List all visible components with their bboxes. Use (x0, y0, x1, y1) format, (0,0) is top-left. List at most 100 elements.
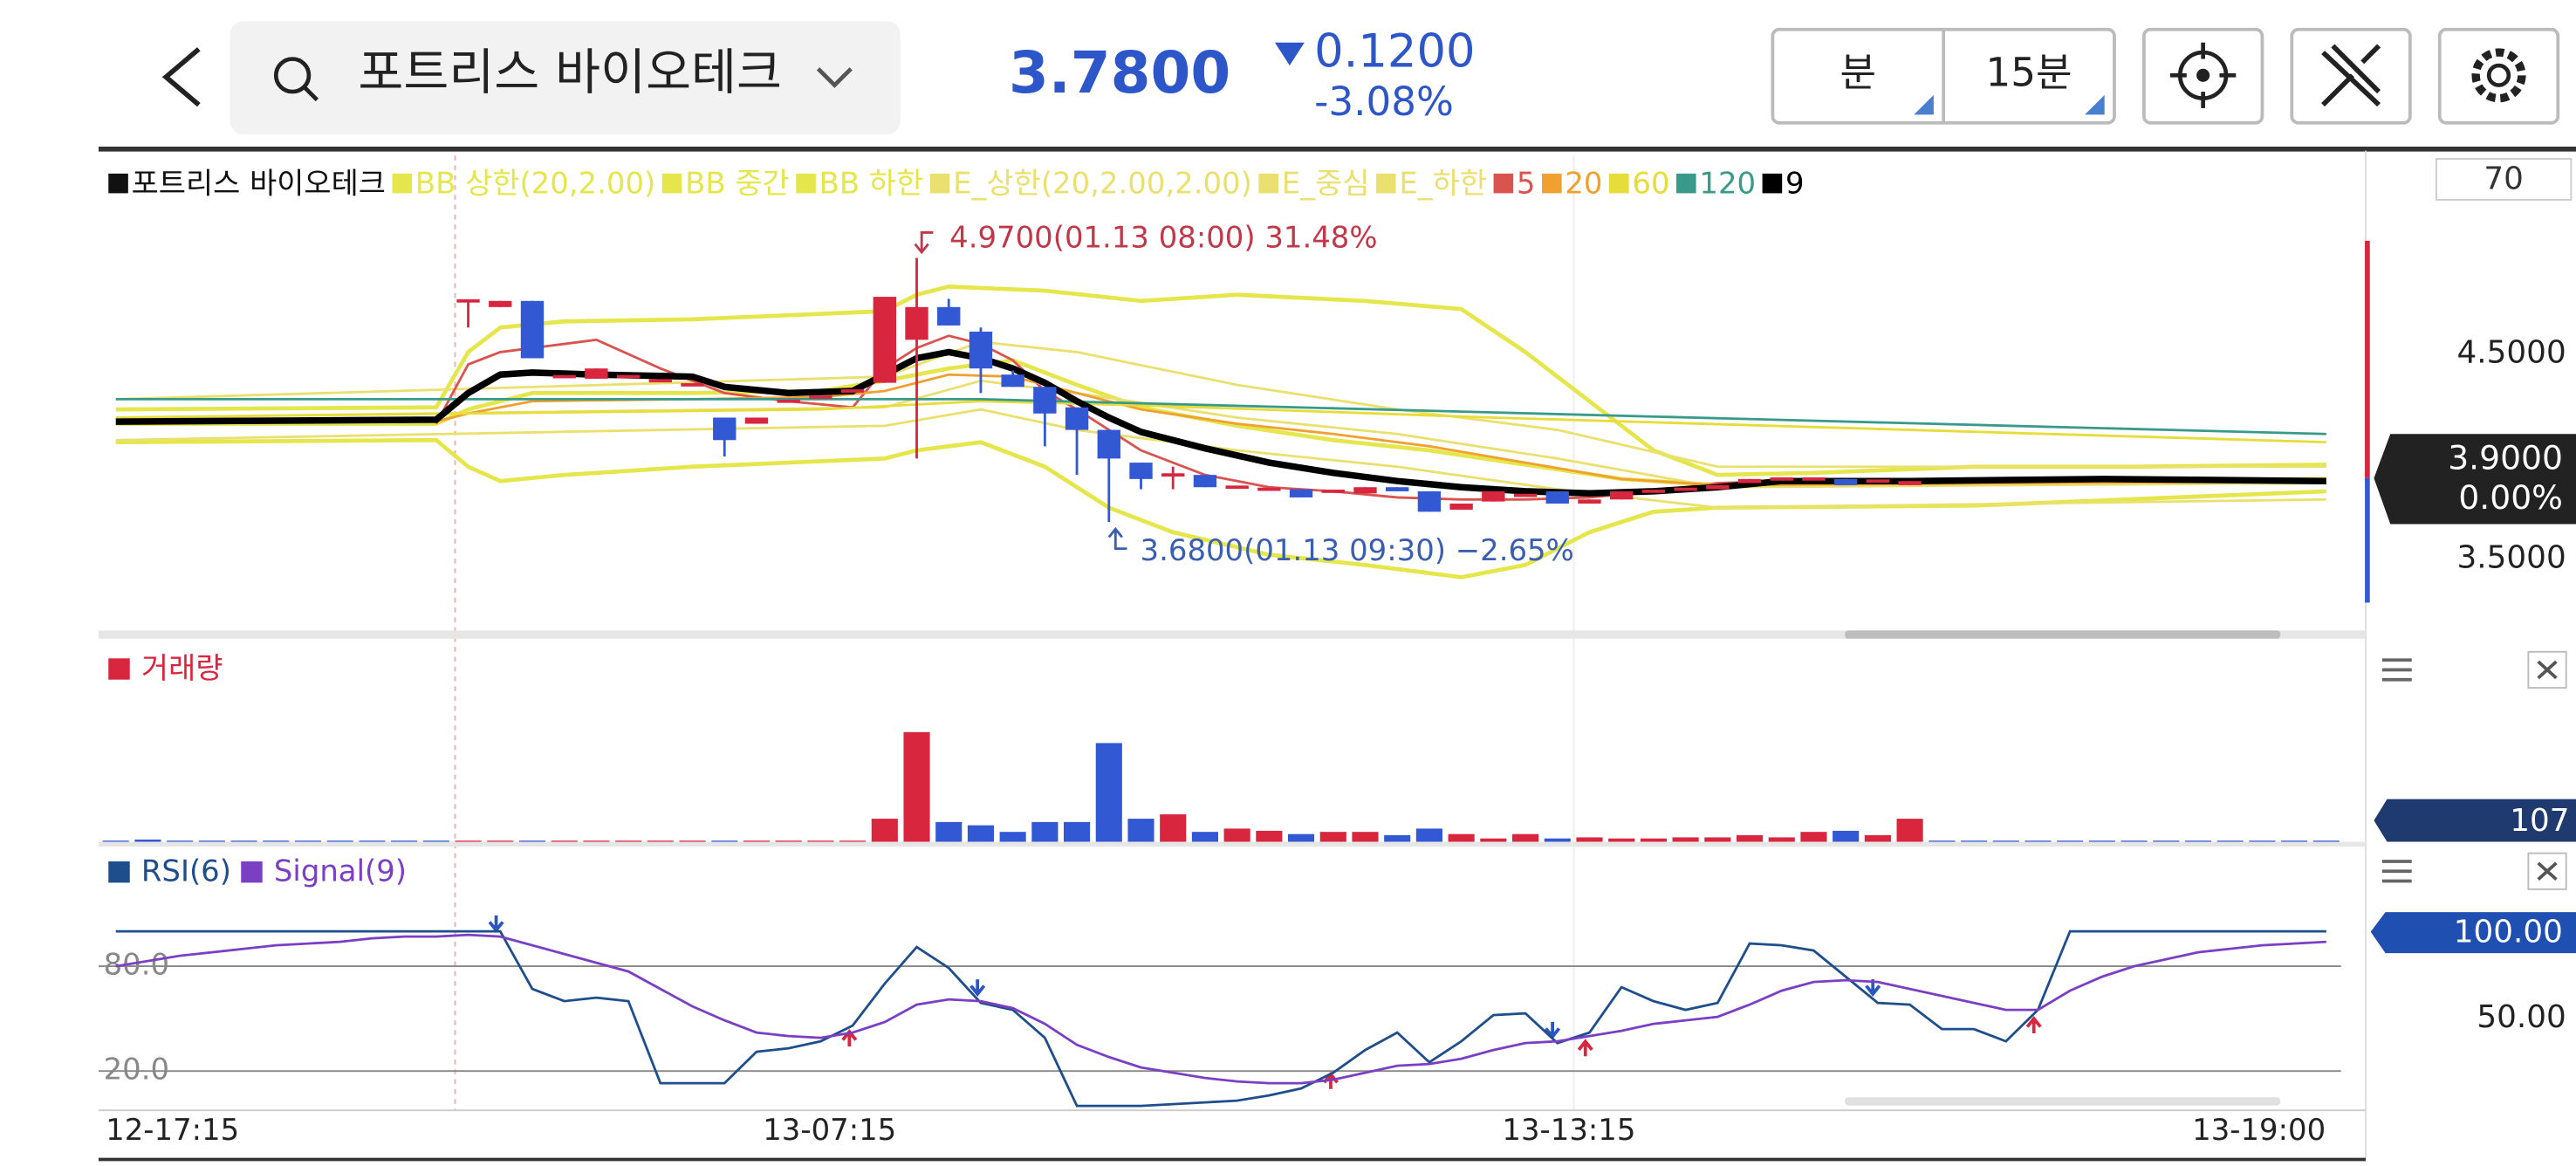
candle-body (1386, 487, 1409, 491)
volume-bar (967, 825, 995, 842)
volume-bar (871, 819, 898, 842)
volume-bar (1929, 840, 1956, 842)
candle-body (1545, 490, 1569, 504)
legend-label: 120 (1699, 167, 1756, 201)
volume-bar (2153, 840, 2180, 842)
legend-swatch (241, 861, 263, 883)
volume-bar (1736, 834, 1764, 842)
volume-bar (903, 731, 930, 842)
volume-bar (583, 840, 610, 842)
candle-body (777, 399, 800, 403)
candle-body (1417, 490, 1442, 512)
volume-bar (1576, 837, 1603, 842)
candle-body (1610, 490, 1634, 500)
low-arrow (1107, 526, 1127, 551)
volume-bar (1833, 830, 1860, 842)
scrollbar[interactable] (1845, 1097, 2281, 1106)
scrollbar[interactable] (1845, 630, 2281, 639)
volume-bar (1160, 814, 1187, 842)
candle-body (1770, 477, 1793, 481)
volume-bar (1191, 832, 1218, 842)
top-box (2436, 158, 2573, 201)
volume-bar (775, 840, 802, 842)
candle-body (1257, 487, 1281, 491)
legend-swatch (929, 173, 950, 194)
buy-arrow (2025, 1016, 2042, 1034)
volume-bar (647, 840, 674, 842)
close-icon (2537, 660, 2558, 680)
panel-separator (98, 630, 2367, 639)
sell-arrow (969, 979, 986, 997)
legend-label: RSI(6) (141, 854, 231, 888)
legend-label: BB 중간 (685, 167, 790, 201)
volume-bar (839, 840, 867, 842)
volume-bar (326, 840, 353, 842)
volume-tag (2374, 799, 2576, 842)
settings-button[interactable] (2437, 27, 2560, 125)
volume-bar (1256, 830, 1283, 842)
volume-bar (1064, 821, 1091, 842)
volume-last: 107 (2510, 803, 2569, 839)
price-change-pct: -3.08% (1314, 79, 1454, 125)
candle-body (585, 368, 608, 379)
candle-body (1353, 487, 1377, 494)
volume-bar (2249, 840, 2276, 842)
ma-line (115, 437, 2326, 580)
volume-bar (487, 840, 514, 842)
volume-bar (1896, 819, 1923, 842)
volume-bar (1672, 837, 1699, 842)
volume-bar (1095, 743, 1122, 842)
rsi-last: 100.00 (2454, 915, 2563, 950)
candle-body (1129, 463, 1153, 479)
legend-swatch (1762, 173, 1783, 194)
candle-body (1866, 479, 1890, 484)
candle-body (1097, 429, 1120, 459)
legend-label: 거래량 (141, 651, 223, 685)
candle-body (809, 395, 832, 399)
volume-bar (1448, 833, 1475, 842)
volume-bar (359, 840, 386, 842)
volume-bar (134, 839, 161, 842)
candle-body (681, 383, 704, 387)
candle-body (1161, 473, 1185, 477)
rsi-line (115, 933, 2326, 1085)
last-change: 0.00% (2458, 478, 2563, 517)
y-tick-label: 3.5000 (2457, 539, 2566, 575)
candle-body (1482, 490, 1505, 502)
price-change: 0.1200 (1314, 25, 1475, 79)
volume-bar (518, 840, 546, 842)
candle-body (1802, 477, 1826, 481)
candle-body (1289, 489, 1313, 497)
volume-bar (1960, 840, 1988, 842)
volume-bar (1127, 819, 1154, 842)
volume-bar (1415, 828, 1442, 842)
volume-bar (2024, 840, 2052, 842)
legend-swatch (1676, 173, 1696, 194)
candle-body (1898, 481, 1922, 485)
menu-icon[interactable] (2381, 860, 2412, 883)
x-tick-label: 13-13:15 (1502, 1113, 1635, 1147)
buy-arrow (841, 1029, 858, 1047)
volume-bar (551, 840, 578, 842)
volume-bar (935, 821, 963, 842)
interval-unit[interactable]: 분 (1840, 49, 1876, 95)
menu-icon[interactable] (2381, 658, 2412, 682)
candle-body (616, 374, 641, 379)
volume-bar (1031, 821, 1058, 842)
legend-swatch (392, 173, 413, 194)
volume-bar (1352, 832, 1379, 842)
interval-value[interactable]: 15분 (1986, 49, 2072, 95)
legend-swatch (1609, 173, 1629, 194)
volume-bar (294, 840, 322, 842)
sell-arrow (1545, 1021, 1561, 1039)
back-button[interactable] (161, 47, 201, 107)
volume-bar (999, 832, 1026, 842)
close-icon (2537, 861, 2558, 881)
legend-label: E_하한 (1399, 167, 1487, 201)
gear-icon (2486, 63, 2511, 87)
search-box[interactable] (230, 21, 901, 134)
candle-body (1193, 475, 1217, 488)
